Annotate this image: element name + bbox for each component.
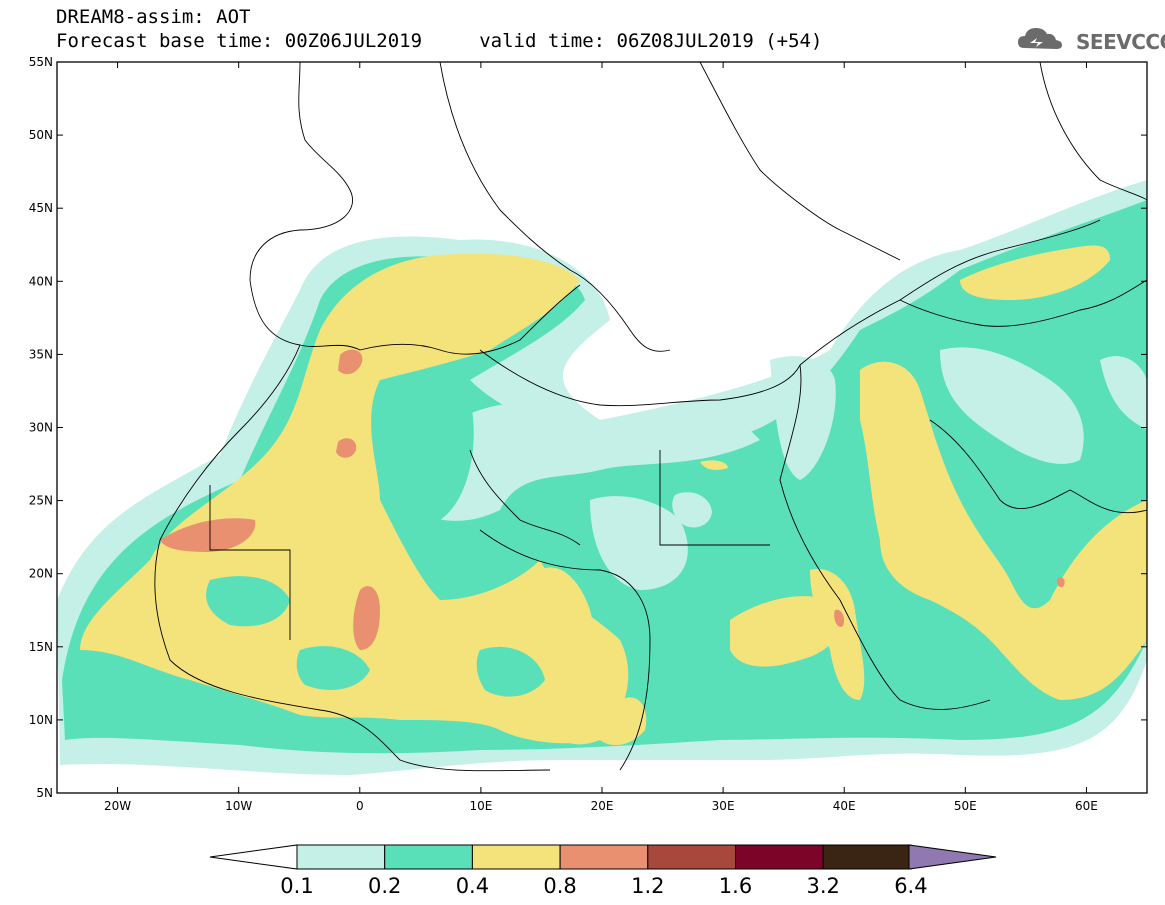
lat-label: 50N <box>29 128 53 142</box>
colorbar-label: 0.8 <box>543 874 576 898</box>
colorbar-box <box>647 844 736 870</box>
colorbar-low-triangle <box>209 844 298 870</box>
aot-field <box>57 180 1147 775</box>
lat-label: 5N <box>36 786 53 800</box>
colorbar: 0.1 0.2 0.4 0.8 1.2 1.6 3.2 6.4 <box>209 844 997 898</box>
lat-label: 35N <box>29 347 53 361</box>
colorbar-box <box>296 844 386 870</box>
coastlines <box>154 62 1147 772</box>
lon-label: 20W <box>104 799 131 813</box>
lat-label: 45N <box>29 201 53 215</box>
colorbar-label: 6.4 <box>894 874 927 898</box>
colorbar-label: 0.2 <box>368 874 401 898</box>
lat-label: 30N <box>29 421 53 435</box>
lon-label: 60E <box>1075 799 1098 813</box>
colorbar-box <box>822 844 912 870</box>
lon-label: 50E <box>954 799 977 813</box>
colorbar-box <box>735 844 824 870</box>
colorbar-high-triangle <box>908 844 997 870</box>
lon-label: 20E <box>591 799 614 813</box>
colorbar-label: 3.2 <box>806 874 839 898</box>
lat-label: 20N <box>29 567 53 581</box>
colorbar-box <box>471 844 561 870</box>
lon-label: 30E <box>712 799 735 813</box>
logo-text: SEEVCCC <box>1076 30 1165 54</box>
colorbar-label: 0.4 <box>456 874 489 898</box>
lon-label: 10E <box>469 799 492 813</box>
lon-label: 10W <box>225 799 252 813</box>
colorbar-box <box>559 844 649 870</box>
forecast-time-line: Forecast base time: 00Z06JUL2019 valid t… <box>56 30 823 52</box>
longitude-labels: 20W 10W 0 10E 20E 30E 40E 50E 60E <box>104 799 1098 813</box>
lon-label: 40E <box>833 799 856 813</box>
lat-label: 25N <box>29 494 53 508</box>
colorbar-label: 1.2 <box>631 874 664 898</box>
colorbar-label: 1.6 <box>719 874 752 898</box>
colorbar-box <box>384 844 473 870</box>
cloud-logo-icon <box>1018 28 1062 49</box>
lat-label: 40N <box>29 274 53 288</box>
lat-label: 55N <box>29 55 53 69</box>
colorbar-label: 0.1 <box>280 874 313 898</box>
latitude-labels: 55N 50N 45N 40N 35N 30N 25N 20N 15N 10N 5N <box>29 55 53 800</box>
lon-label: 0 <box>356 799 364 813</box>
map-title: DREAM8-assim: AOT <box>56 6 251 28</box>
lat-label: 15N <box>29 640 53 654</box>
axis-ticks <box>57 61 1147 794</box>
lat-label: 10N <box>29 713 53 727</box>
